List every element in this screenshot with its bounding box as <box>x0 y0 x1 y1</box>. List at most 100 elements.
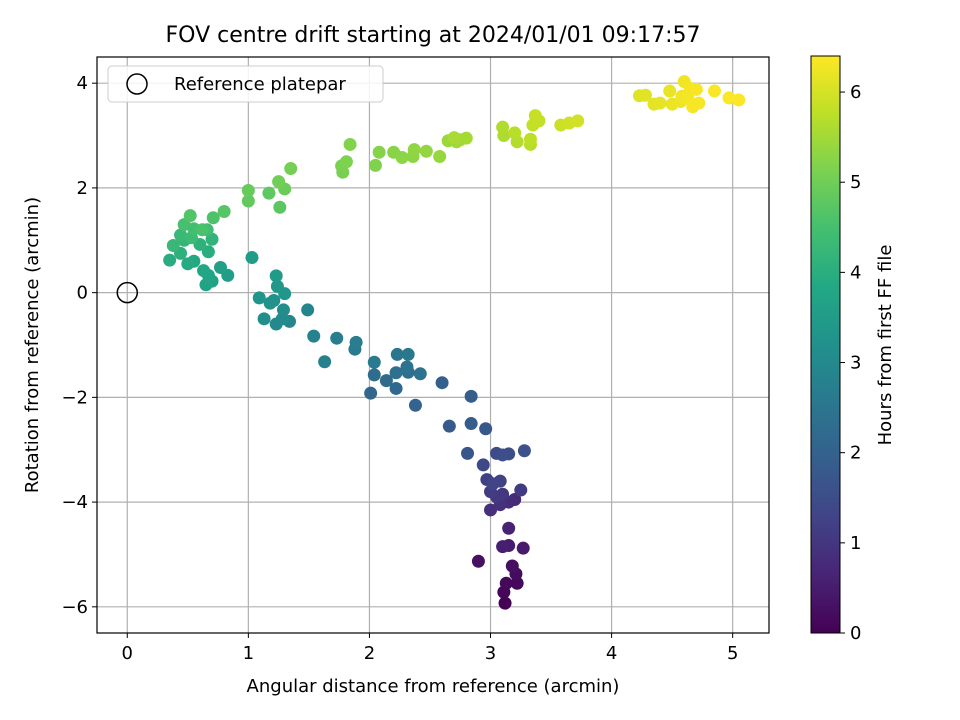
grid <box>97 57 769 633</box>
colorbar-tick-label: 5 <box>850 172 861 193</box>
data-point <box>163 253 177 267</box>
data-point <box>479 422 493 436</box>
colorbar-gradient <box>810 55 841 634</box>
y-axis-label: Rotation from reference (arcmin) <box>22 197 43 493</box>
data-point <box>372 145 386 159</box>
data-point <box>262 186 276 200</box>
data-points <box>116 75 746 610</box>
data-point <box>241 184 255 198</box>
data-point <box>464 417 478 431</box>
x-tick-label: 1 <box>243 643 254 664</box>
legend-box <box>107 65 384 103</box>
plot-area-frame <box>96 56 770 634</box>
data-point <box>379 374 393 388</box>
data-point <box>514 483 528 497</box>
data-point <box>174 228 188 242</box>
data-point <box>245 251 259 265</box>
data-point <box>301 303 315 317</box>
data-point <box>517 444 531 458</box>
colorbar-tick-label: 2 <box>850 443 861 464</box>
data-point <box>252 291 266 305</box>
data-point <box>349 335 363 349</box>
y-axis: −6 −4 −2 0 2 4 <box>61 73 97 618</box>
data-point <box>502 521 516 535</box>
data-point <box>419 144 433 158</box>
data-point <box>270 279 284 293</box>
colorbar-tick-label: 1 <box>850 533 861 554</box>
colorbar-label: Hours from first FF file <box>875 245 896 446</box>
data-point <box>263 296 277 310</box>
y-tick-label: −6 <box>61 597 88 618</box>
data-point <box>498 596 512 610</box>
data-point <box>638 88 652 102</box>
data-point <box>689 82 703 96</box>
data-point <box>284 162 298 176</box>
data-point <box>496 540 510 554</box>
data-point <box>499 576 513 590</box>
colorbar-tick-label: 4 <box>850 262 861 283</box>
data-point <box>195 223 209 237</box>
data-point <box>508 126 522 140</box>
data-point <box>368 158 382 172</box>
data-point <box>201 245 215 259</box>
data-point <box>367 368 381 382</box>
data-point <box>663 84 677 98</box>
data-point <box>343 137 357 151</box>
data-point <box>206 211 220 225</box>
x-tick-label: 5 <box>727 643 738 664</box>
y-tick-label: 0 <box>77 283 88 304</box>
colorbar-tick-label: 6 <box>850 82 861 103</box>
data-point <box>505 559 519 573</box>
x-tick-label: 0 <box>122 643 133 664</box>
y-tick-label: 2 <box>77 178 88 199</box>
data-point <box>166 239 180 253</box>
x-tick-label: 3 <box>485 643 496 664</box>
data-point <box>197 264 211 278</box>
y-tick-label: −2 <box>61 387 88 408</box>
data-point <box>516 541 530 555</box>
data-point <box>528 109 542 123</box>
data-point <box>318 355 332 369</box>
data-point <box>214 261 228 275</box>
data-point <box>471 554 485 568</box>
data-point <box>523 132 537 146</box>
data-point <box>407 143 421 157</box>
data-point <box>183 209 197 223</box>
legend-label-reference: Reference platepar <box>174 74 346 95</box>
data-point <box>364 386 378 400</box>
data-point <box>217 204 231 218</box>
data-point <box>732 93 746 107</box>
data-point <box>241 194 255 208</box>
data-point <box>571 114 585 128</box>
data-point <box>389 366 403 380</box>
data-point <box>273 200 287 214</box>
data-point <box>269 269 283 283</box>
data-point <box>461 446 475 460</box>
data-point <box>413 367 427 381</box>
data-point <box>692 96 706 110</box>
x-axis-label: Angular distance from reference (arcmin) <box>247 676 620 697</box>
data-point <box>272 175 286 189</box>
data-point <box>496 448 510 462</box>
data-point <box>181 257 195 271</box>
data-point <box>496 120 510 134</box>
data-point <box>510 576 524 590</box>
data-point <box>433 149 447 163</box>
data-point <box>464 389 478 403</box>
data-point <box>484 503 498 517</box>
y-tick-label: −4 <box>61 492 88 513</box>
data-point <box>442 419 456 433</box>
data-point <box>257 312 271 326</box>
data-point <box>476 458 490 472</box>
data-point <box>307 329 321 343</box>
data-point <box>708 84 722 98</box>
data-point <box>435 376 449 390</box>
data-point <box>447 131 461 145</box>
legend-marker-reference <box>126 73 148 95</box>
data-point <box>390 347 404 361</box>
data-point <box>395 151 409 165</box>
data-point <box>400 360 414 374</box>
x-axis: 0 1 2 3 4 5 <box>122 633 738 664</box>
legend: Reference platepar <box>107 65 384 103</box>
